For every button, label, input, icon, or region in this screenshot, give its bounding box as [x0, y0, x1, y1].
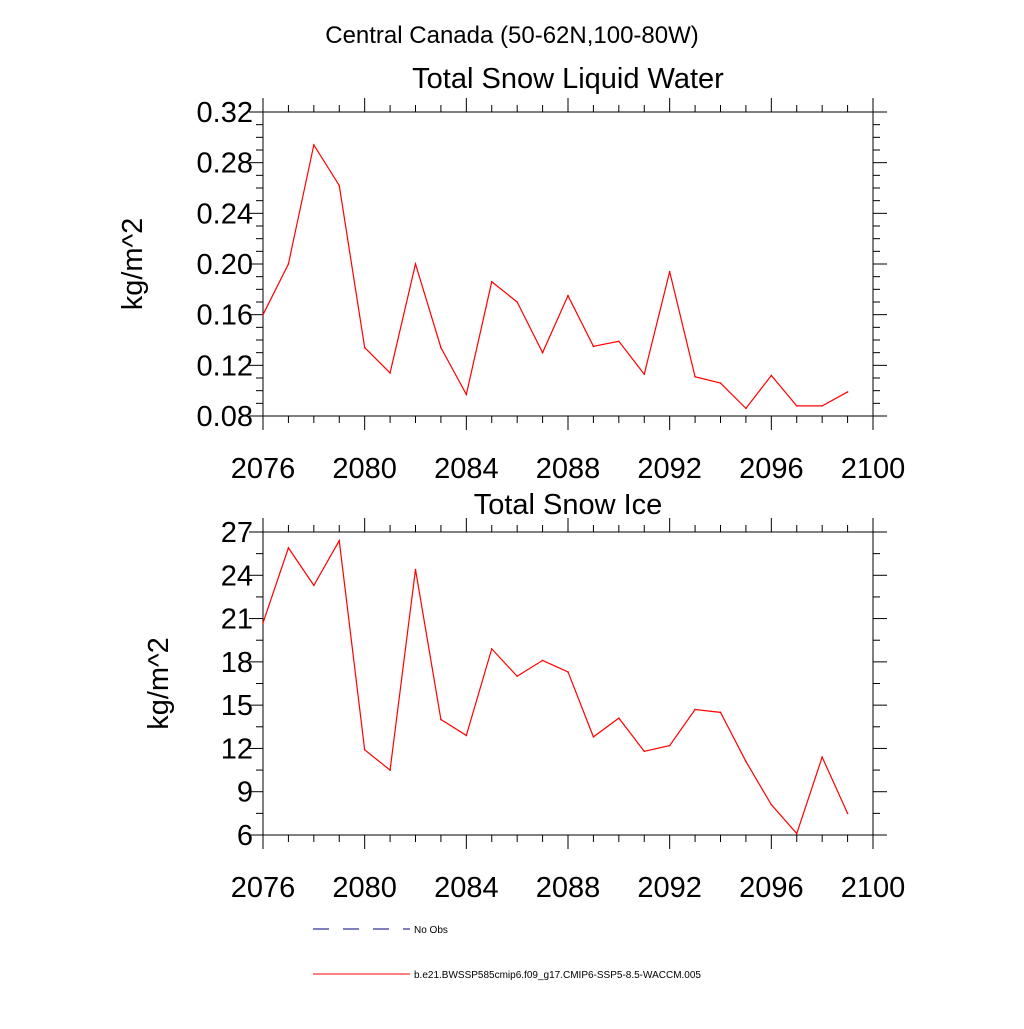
data-point — [490, 280, 493, 283]
data-point — [846, 391, 849, 393]
data-point — [440, 346, 442, 349]
legend-label-no-obs: No Obs — [414, 925, 448, 936]
data-point — [490, 648, 493, 650]
y-tick-label: 6 — [237, 820, 253, 852]
y-tick-label: 9 — [237, 777, 253, 809]
x-ticks — [262, 98, 874, 430]
data-point — [440, 718, 442, 721]
y-axis-label: kg/m^2 — [117, 218, 149, 311]
y-tick-label: 0.12 — [197, 350, 253, 382]
data-point — [414, 568, 417, 571]
data-point — [541, 351, 544, 354]
data-point — [668, 744, 671, 747]
data-point — [465, 734, 468, 737]
data-point — [745, 407, 747, 410]
data-point — [694, 708, 696, 711]
data-point — [541, 659, 544, 662]
y-tick-label: 0.24 — [197, 198, 253, 230]
x-tick-label: 2076 — [231, 453, 296, 485]
x-tick-label: 2096 — [739, 872, 804, 904]
data-point — [313, 144, 315, 146]
data-point — [389, 372, 391, 374]
data-point — [694, 375, 696, 378]
data-point — [262, 313, 264, 316]
x-tick-label: 2092 — [637, 453, 702, 485]
y-ticks — [249, 531, 887, 836]
x-tick-label: 2088 — [536, 872, 601, 904]
data-point — [745, 760, 747, 763]
x-tick-label: 2100 — [841, 453, 906, 485]
data-point — [770, 803, 773, 806]
x-tick-label: 2084 — [434, 453, 499, 485]
data-point — [363, 749, 366, 751]
data-point — [719, 382, 722, 384]
plot-frame — [262, 531, 874, 836]
data-point — [338, 184, 341, 187]
x-tick-label: 2084 — [434, 872, 499, 904]
data-point — [516, 301, 518, 303]
data-point — [821, 405, 823, 407]
data-point — [719, 711, 722, 714]
figure-title: Central Canada (50-62N,100-80W) — [325, 22, 699, 49]
x-tick-label: 2092 — [637, 872, 702, 904]
data-point — [643, 750, 646, 753]
y-ticks — [249, 111, 887, 417]
data-point — [389, 769, 391, 771]
data-point — [414, 263, 417, 265]
y-tick-label: 12 — [221, 733, 253, 765]
data-point — [592, 736, 595, 738]
chart-panel-2: Total Snow Ice kg/m^2 2076 2080 2084 2088 2092… — [143, 489, 905, 904]
data-point — [770, 374, 773, 377]
data-point — [567, 294, 569, 297]
data-point — [846, 812, 849, 815]
data-point — [287, 547, 290, 549]
data-point — [567, 671, 569, 673]
y-tick-label: 15 — [221, 690, 253, 722]
x-ticks — [262, 518, 874, 849]
y-tick-label: 21 — [221, 604, 253, 636]
data-point — [618, 340, 620, 343]
data-point — [363, 346, 366, 349]
y-tick-label: 0.08 — [197, 401, 253, 433]
data-point — [795, 832, 798, 835]
data-point — [795, 405, 798, 407]
legend-label-model: b.e21.BWSSP585cmip6.f09_g17.CMIP6-SSP5-8… — [414, 970, 701, 981]
data-point — [465, 393, 468, 396]
chart-panel-1: Total Snow Liquid Water kg/m^2 2076 2080 208… — [117, 63, 905, 485]
legend: No Obs b.e21.BWSSP585cmip6.f09_g17.CMIP6-… — [313, 925, 701, 981]
data-point — [643, 373, 646, 376]
x-tick-label: 2096 — [739, 453, 804, 485]
data-point — [338, 539, 341, 542]
x-tick-label: 2076 — [231, 872, 296, 904]
y-tick-label: 0.20 — [197, 249, 253, 281]
data-point — [592, 345, 595, 348]
data-point — [313, 584, 315, 587]
x-tick-label: 2080 — [332, 872, 397, 904]
plot-frame — [262, 111, 874, 417]
data-point — [668, 270, 671, 273]
y-tick-label: 0.28 — [197, 148, 253, 180]
panel-title: Total Snow Ice — [474, 489, 663, 521]
data-point — [821, 756, 823, 758]
data-point — [287, 263, 290, 265]
y-axis-label: kg/m^2 — [143, 637, 175, 730]
data-point — [516, 675, 518, 678]
data-point — [262, 622, 264, 624]
series-line — [262, 143, 848, 410]
y-tick-label: 0.32 — [197, 97, 253, 129]
x-tick-label: 2100 — [841, 872, 906, 904]
series-line — [262, 538, 849, 835]
y-tick-label: 27 — [221, 517, 253, 549]
x-tick-label: 2088 — [536, 453, 601, 485]
y-tick-label: 0.16 — [197, 300, 253, 332]
data-point — [618, 717, 620, 719]
panel-title: Total Snow Liquid Water — [412, 63, 724, 95]
x-tick-label: 2080 — [332, 453, 397, 485]
y-tick-label: 18 — [221, 647, 253, 679]
y-tick-label: 24 — [221, 560, 253, 592]
